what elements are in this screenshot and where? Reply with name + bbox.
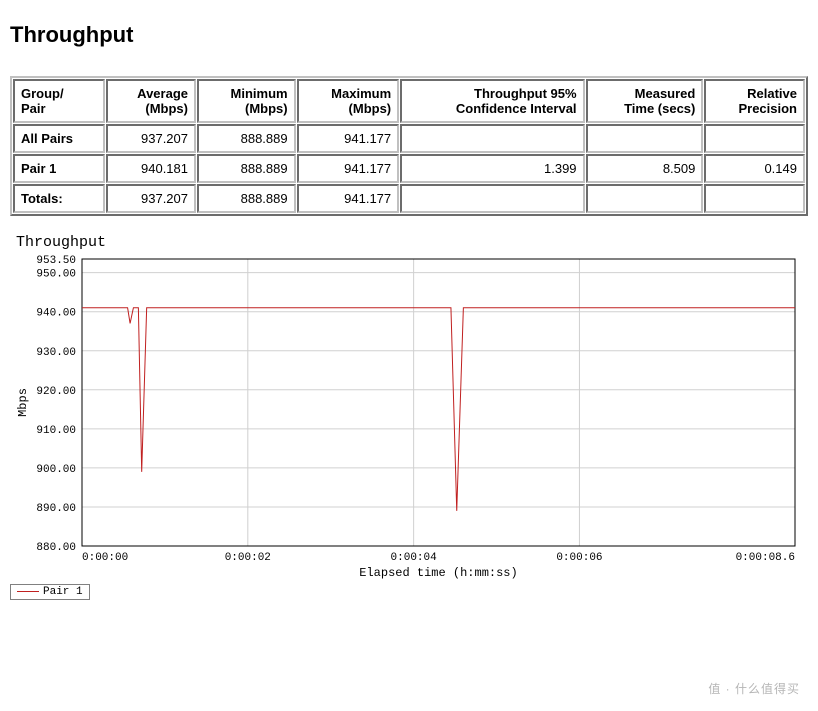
table-cell: 888.889 <box>197 124 296 153</box>
table-cell: 8.509 <box>586 154 704 183</box>
svg-text:0:00:04: 0:00:04 <box>391 552 438 564</box>
col-minimum: Minimum(Mbps) <box>197 79 296 123</box>
table-cell <box>586 184 704 213</box>
svg-text:920.00: 920.00 <box>36 386 76 398</box>
chart-svg: 880.00 890.00 900.00 910.00 920.00 930.00 940.… <box>10 251 800 581</box>
svg-text:940.00: 940.00 <box>36 308 76 320</box>
col-maximum: Maximum(Mbps) <box>297 79 400 123</box>
svg-text:Mbps: Mbps <box>16 388 30 417</box>
table-row: All Pairs937.207888.889941.177 <box>13 124 805 153</box>
table-cell: 937.207 <box>106 124 196 153</box>
watermark: 值 · 什么值得买 <box>708 680 800 697</box>
table-row: Pair 1940.181888.889941.1771.3998.5090.1… <box>13 154 805 183</box>
throughput-table: Group/Pair Average(Mbps) Minimum(Mbps) M… <box>10 76 808 216</box>
throughput-chart: Throughput 880.00 890.00 900.00 910.00 920.0… <box>10 234 808 600</box>
table-cell <box>586 124 704 153</box>
svg-text:910.00: 910.00 <box>36 425 76 437</box>
table-header-row: Group/Pair Average(Mbps) Minimum(Mbps) M… <box>13 79 805 123</box>
table-cell: 888.889 <box>197 154 296 183</box>
table-cell: Totals: <box>13 184 105 213</box>
legend-label: Pair 1 <box>43 586 83 598</box>
table-cell: 941.177 <box>297 154 400 183</box>
table-cell: 941.177 <box>297 124 400 153</box>
table-cell: 941.177 <box>297 184 400 213</box>
svg-text:0:00:08.6: 0:00:08.6 <box>736 552 795 564</box>
svg-text:930.00: 930.00 <box>36 347 76 359</box>
table-cell: Pair 1 <box>13 154 105 183</box>
table-cell <box>400 184 584 213</box>
svg-text:953.50: 953.50 <box>36 255 76 267</box>
col-group-pair: Group/Pair <box>13 79 105 123</box>
table-cell: 1.399 <box>400 154 584 183</box>
chart-title: Throughput <box>16 234 808 251</box>
col-precision: RelativePrecision <box>704 79 805 123</box>
legend-line <box>17 591 39 592</box>
table-cell <box>400 124 584 153</box>
col-time: MeasuredTime (secs) <box>586 79 704 123</box>
svg-text:0:00:06: 0:00:06 <box>556 552 602 564</box>
table-cell: 940.181 <box>106 154 196 183</box>
page-title: Throughput <box>10 22 808 48</box>
table-cell <box>704 184 805 213</box>
svg-text:880.00: 880.00 <box>36 542 76 554</box>
svg-text:900.00: 900.00 <box>36 464 76 476</box>
svg-text:950.00: 950.00 <box>36 269 76 281</box>
table-cell: 937.207 <box>106 184 196 213</box>
chart-legend: Pair 1 <box>10 584 90 600</box>
svg-text:890.00: 890.00 <box>36 503 76 515</box>
table-row: Totals:937.207888.889941.177 <box>13 184 805 213</box>
svg-text:0:00:02: 0:00:02 <box>225 552 271 564</box>
svg-text:Elapsed time (h:mm:ss): Elapsed time (h:mm:ss) <box>359 566 517 580</box>
table-cell <box>704 124 805 153</box>
table-cell: All Pairs <box>13 124 105 153</box>
svg-text:0:00:00: 0:00:00 <box>82 552 128 564</box>
table-cell: 888.889 <box>197 184 296 213</box>
col-average: Average(Mbps) <box>106 79 196 123</box>
table-cell: 0.149 <box>704 154 805 183</box>
col-ci: Throughput 95%Confidence Interval <box>400 79 584 123</box>
